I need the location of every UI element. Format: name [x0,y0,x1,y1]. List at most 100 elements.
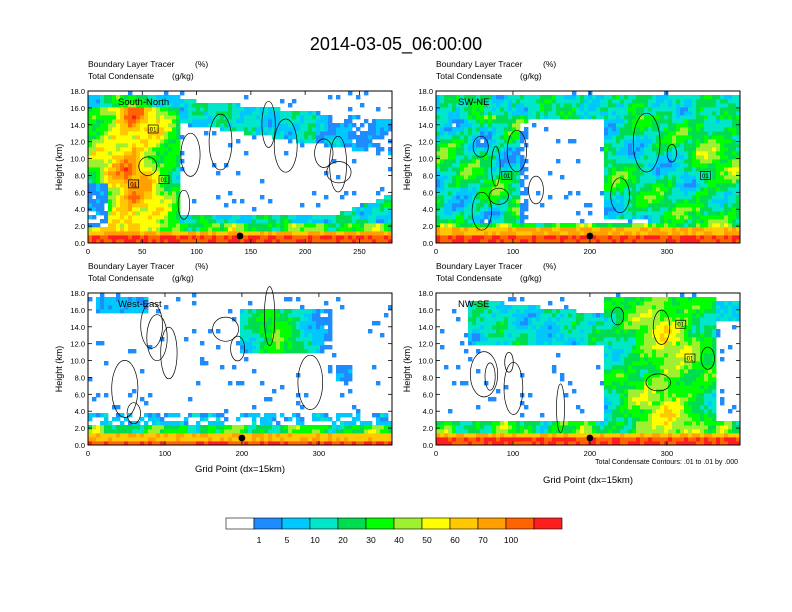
field-cell [108,167,113,172]
field-cell [452,195,457,200]
y-tick-label: 0.0 [423,239,433,248]
field-cell [632,139,637,144]
field-cell [492,231,497,236]
field-cell [356,127,361,132]
field-cell [516,99,521,104]
field-cell [652,175,657,180]
field-cell [132,119,137,124]
field-cell [272,107,277,112]
field-cell [480,203,485,208]
field-cell [728,167,733,172]
field-cell [696,219,701,224]
field-cell [284,417,289,422]
field-cell [92,183,97,188]
field-cell [152,143,157,148]
field-cell [232,103,237,108]
field-cell [464,155,469,160]
field-cell [160,433,165,438]
field-cell [92,437,97,442]
field-cell [692,211,697,216]
field-cell [480,215,485,220]
field-cell [112,203,117,208]
field-cell [472,227,477,232]
field-cell [332,231,337,236]
field-cell [608,227,613,232]
field-cell [328,219,333,224]
field-cell [512,211,517,216]
field-cell [108,115,113,120]
field-cell [620,159,625,164]
field-cell [204,123,209,128]
field-cell [208,111,213,116]
field-cell [92,397,97,402]
field-cell [640,139,645,144]
field-cell [728,227,733,232]
field-cell [512,139,517,144]
field-cell [112,305,117,310]
field-cell [144,211,149,216]
field-cell [436,103,441,108]
field-cell [512,203,517,208]
field-cell [148,183,153,188]
field-cell [160,127,165,132]
field-cell [488,211,493,216]
field-cell [724,219,729,224]
field-cell [120,437,125,442]
field-cell [96,103,101,108]
field-cell [164,143,169,148]
field-cell [316,119,321,124]
field-cell [448,135,453,140]
field-cell [680,175,685,180]
field-cell [476,107,481,112]
field-cell [624,107,629,112]
field-cell [712,119,717,124]
field-cell [576,107,581,112]
field-cell [448,159,453,164]
field-cell [680,139,685,144]
field-cell [372,211,377,216]
field-cell [692,215,697,220]
field-cell [448,195,453,200]
field-cell [260,239,265,244]
field-cell [444,239,449,244]
field-cell [96,179,101,184]
field-cell [304,329,309,334]
field-cell [348,91,353,96]
field-cell [380,223,385,228]
field-cell [664,215,669,220]
field-cell [704,187,709,192]
field-cell [128,123,133,128]
field-cell [120,115,125,120]
field-cell [248,333,253,338]
field-cell [236,119,241,124]
field-cell [480,191,485,196]
field-cell [184,417,189,422]
field-cell [308,313,313,318]
field-cell [656,151,661,156]
field-cell [616,171,621,176]
field-cell [544,115,549,120]
field-cell [120,143,125,148]
field-cell [732,235,737,240]
field-cell [620,203,625,208]
field-cell [236,437,241,442]
field-cell [476,151,481,156]
field-cell [128,195,133,200]
field-cell [544,227,549,232]
field-cell [672,175,677,180]
field-cell [88,123,93,128]
field-cell [136,219,141,224]
field-cell [328,317,333,322]
field-cell [492,119,497,124]
field-cell [132,111,137,116]
field-cell [640,191,645,196]
field-cell [620,231,625,236]
field-cell [164,175,169,180]
field-cell [128,301,133,306]
field-cell [640,167,645,172]
field-cell [444,179,449,184]
field-cell [604,115,609,120]
field-cell [172,211,177,216]
field-cell [144,191,149,196]
field-cell [244,313,249,318]
